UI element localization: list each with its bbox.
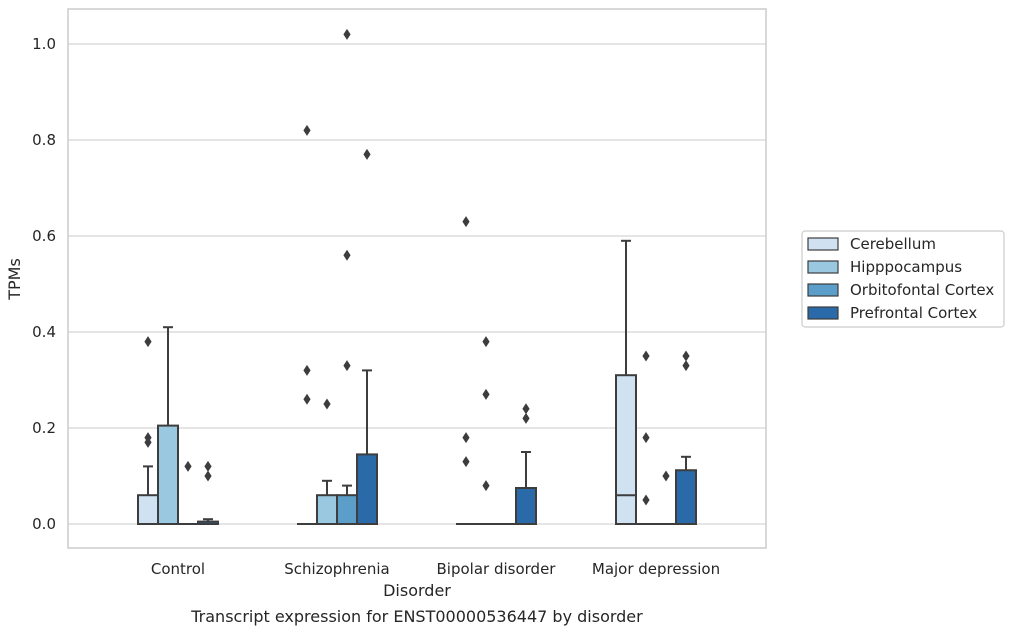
box-hipppocampus-1 [316, 398, 338, 526]
outlier-point [363, 148, 371, 160]
outlier-point [343, 249, 351, 261]
outlier-point [682, 360, 690, 372]
box-prefrontal-cortex-3 [675, 350, 697, 525]
box-layer [137, 28, 697, 526]
outlier-point [482, 480, 490, 492]
outlier-point [462, 456, 470, 468]
outlier-point [303, 393, 311, 405]
outlier-point [522, 412, 530, 424]
outlier-point [303, 124, 311, 136]
outlier-point [323, 398, 331, 410]
outlier-point [144, 432, 152, 444]
legend-frame [801, 230, 1005, 328]
y-axis-label: TPMs [5, 258, 24, 301]
outlier-point [642, 494, 650, 506]
box-orbitofontal-cortex-1 [336, 28, 358, 526]
box-cerebellum-0 [137, 336, 159, 526]
outlier-point [482, 336, 490, 348]
outlier-point [343, 28, 351, 40]
box-prefrontal-cortex-1 [356, 148, 378, 525]
box-orbitofontal-cortex-0 [178, 460, 198, 525]
outlier-point [343, 360, 351, 372]
box-cerebellum-2 [456, 216, 476, 525]
legend-label: Cerebellum [850, 235, 936, 253]
box-hipppocampus-3 [636, 350, 656, 525]
legend-swatch [807, 283, 839, 297]
y-tick-label: 0.0 [32, 515, 56, 533]
x-tick-labels: Control Schizophrenia Bipolar disorder Majo… [151, 560, 720, 578]
figure-caption: Transcript expression for ENST0000053644… [190, 607, 643, 626]
box-orbitofontal-cortex-3 [656, 470, 676, 525]
box-iqr [316, 494, 338, 526]
box-hipppocampus-2 [476, 336, 496, 525]
outlier-point [482, 388, 490, 400]
outlier-point [204, 460, 212, 472]
box-prefrontal-cortex-0 [197, 460, 219, 525]
outlier-point [682, 350, 690, 362]
x-tick-label: Major depression [592, 560, 720, 578]
outlier-point [522, 403, 530, 415]
y-tick-label: 0.6 [32, 227, 56, 245]
x-tick-label: Control [151, 560, 205, 578]
y-tick-label: 0.4 [32, 323, 56, 341]
outlier-point [184, 460, 192, 472]
box-hipppocampus-0 [157, 326, 179, 526]
box-iqr [515, 487, 537, 525]
box-prefrontal-cortex-2 [515, 403, 537, 525]
x-axis-label: Disorder [383, 581, 451, 600]
legend: Cerebellum Hipppocampus Orbitofontal Corte… [801, 230, 1005, 328]
box-cerebellum-1 [297, 124, 317, 525]
outlier-point [303, 364, 311, 376]
box-iqr [675, 469, 697, 525]
legend-label: Prefrontal Cortex [850, 304, 977, 322]
outlier-point [204, 470, 212, 482]
outlier-point [462, 216, 470, 228]
box-iqr [615, 374, 637, 526]
legend-swatch [807, 260, 839, 274]
box-cerebellum-3 [615, 239, 637, 526]
x-tick-label: Schizophrenia [284, 560, 389, 578]
y-tick-label: 0.8 [32, 131, 56, 149]
legend-label: Hipppocampus [850, 258, 962, 276]
y-tick-label: 0.2 [32, 419, 56, 437]
plot-frame [67, 8, 767, 549]
outlier-point [144, 336, 152, 348]
x-tick-label: Bipolar disorder [437, 560, 557, 578]
y-tick-labels: 0.0 0.2 0.4 0.6 0.8 1.0 [32, 35, 56, 533]
box-iqr [336, 494, 358, 526]
box-iqr [157, 424, 179, 526]
legend-label: Orbitofontal Cortex [850, 281, 994, 299]
box-iqr [356, 453, 378, 525]
outlier-point [662, 470, 670, 482]
outlier-point [642, 432, 650, 444]
legend-swatch [807, 306, 839, 320]
legend-swatch [807, 237, 839, 251]
outlier-point [642, 350, 650, 362]
box-iqr [137, 494, 159, 526]
y-tick-label: 1.0 [32, 35, 56, 53]
outlier-point [462, 432, 470, 444]
